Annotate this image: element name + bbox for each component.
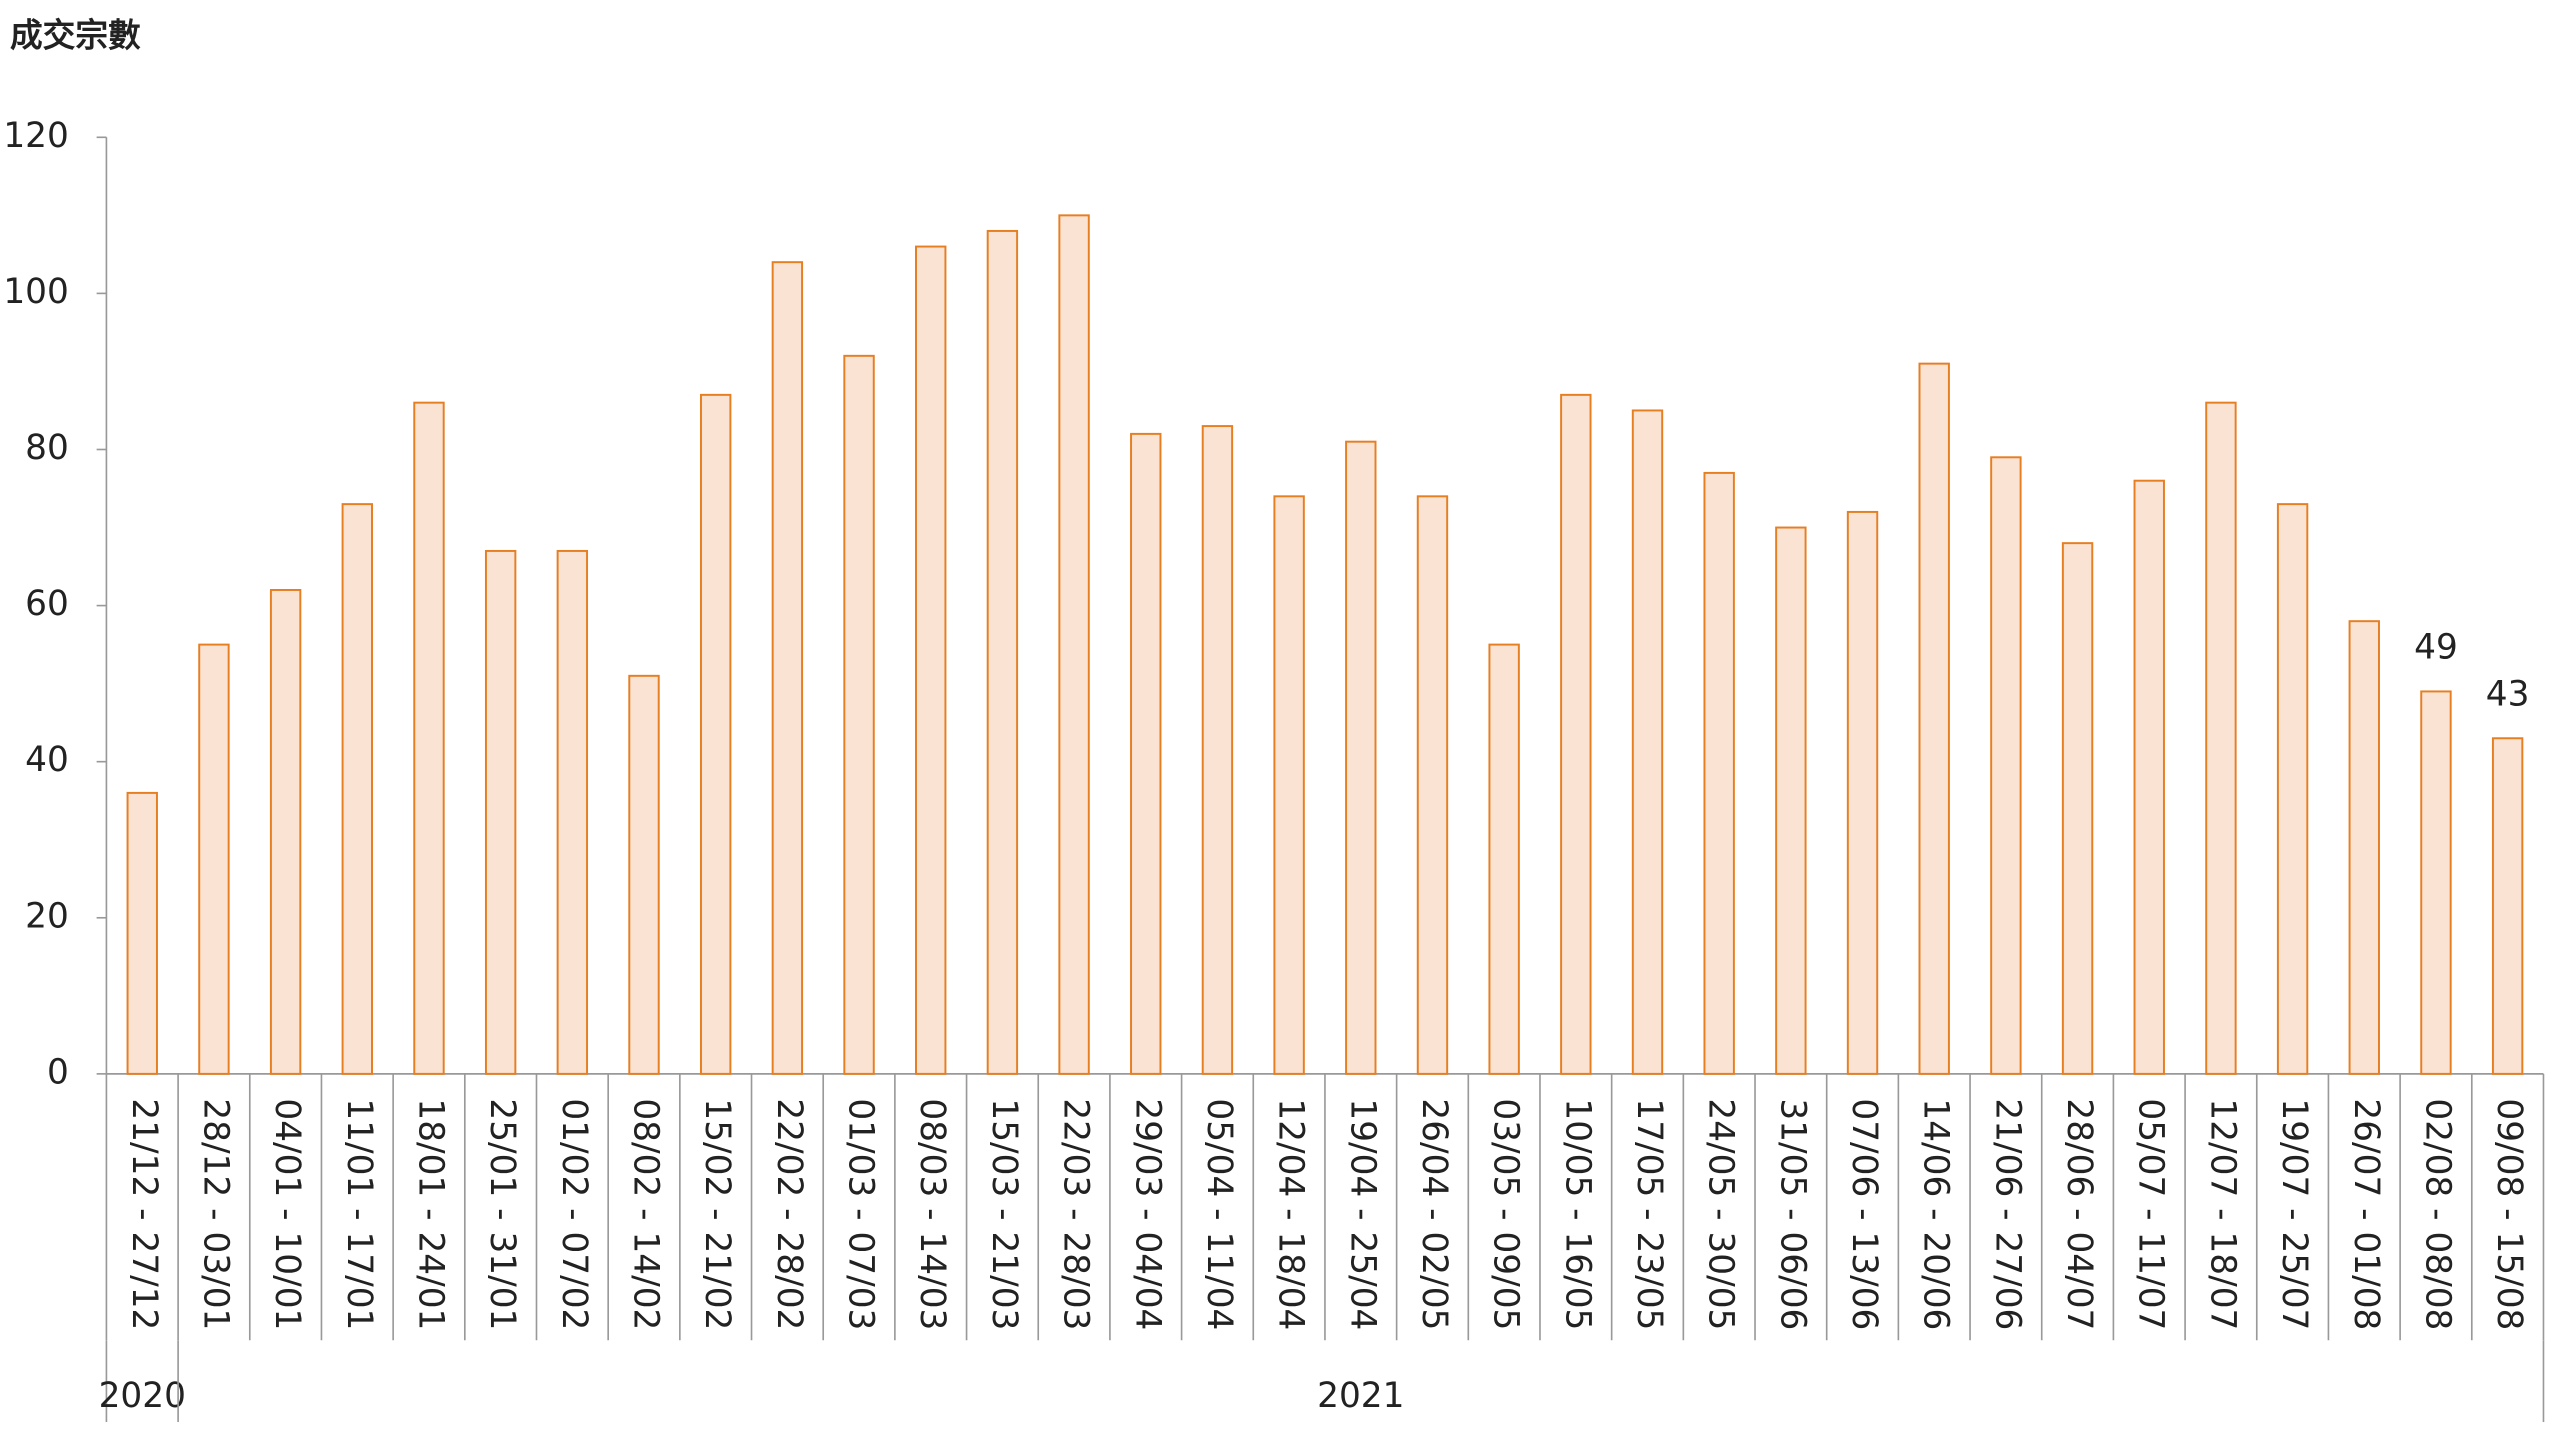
x-tick-label: 08/02 - 14/02 bbox=[626, 1098, 666, 1330]
bar bbox=[843, 354, 875, 1075]
y-tick-label: 40 bbox=[25, 740, 69, 780]
x-tick-label: 21/12 - 27/12 bbox=[124, 1098, 164, 1330]
x-tick-label: 05/04 - 11/04 bbox=[1199, 1098, 1239, 1330]
group-label: 2021 bbox=[1317, 1376, 1404, 1416]
x-tick-label: 15/02 - 21/02 bbox=[697, 1098, 737, 1330]
x-tick-label: 12/07 - 18/07 bbox=[2202, 1098, 2242, 1330]
x-tick-label: 29/03 - 04/04 bbox=[1127, 1098, 1167, 1330]
x-tick-label: 26/04 - 02/05 bbox=[1414, 1098, 1454, 1330]
bar bbox=[1130, 432, 1162, 1075]
x-tick-label: 31/05 - 06/06 bbox=[1772, 1098, 1812, 1330]
bar bbox=[2133, 479, 2165, 1075]
x-tick-label: 15/03 - 21/03 bbox=[984, 1098, 1024, 1330]
y-tick-label: 60 bbox=[25, 584, 69, 624]
x-tick-label: 14/06 - 20/06 bbox=[1916, 1098, 1956, 1330]
y-tick-label: 20 bbox=[25, 896, 69, 936]
x-tick-label: 10/05 - 16/05 bbox=[1557, 1098, 1597, 1330]
x-tick-label: 01/03 - 07/03 bbox=[841, 1098, 881, 1330]
bar bbox=[915, 245, 947, 1075]
x-tick-label: 24/05 - 30/05 bbox=[1701, 1098, 1741, 1330]
bar bbox=[126, 791, 158, 1075]
x-tick-label: 21/06 - 27/06 bbox=[1987, 1098, 2027, 1330]
x-tick-label: 07/06 - 13/06 bbox=[1844, 1098, 1884, 1330]
x-tick-label: 19/07 - 25/07 bbox=[2274, 1098, 2314, 1330]
x-tick-label: 01/02 - 07/02 bbox=[554, 1098, 594, 1330]
bar bbox=[628, 674, 660, 1075]
group-label: 2020 bbox=[99, 1376, 186, 1416]
bar bbox=[341, 503, 373, 1075]
x-tick-label: 17/05 - 23/05 bbox=[1629, 1098, 1669, 1330]
y-tick-label: 100 bbox=[3, 272, 69, 312]
bar bbox=[269, 588, 302, 1075]
bar bbox=[1201, 425, 1234, 1075]
bar bbox=[2061, 542, 2094, 1075]
x-tick-label: 25/01 - 31/01 bbox=[482, 1098, 522, 1330]
bar bbox=[2348, 620, 2380, 1075]
y-tick-label: 120 bbox=[3, 116, 69, 156]
bar bbox=[1918, 362, 1950, 1075]
bar bbox=[413, 401, 445, 1075]
x-tick-label: 26/07 - 01/08 bbox=[2346, 1098, 2386, 1330]
x-tick-label: 08/03 - 14/03 bbox=[912, 1098, 952, 1330]
x-tick-label: 03/05 - 09/05 bbox=[1486, 1098, 1526, 1330]
bar bbox=[1560, 393, 1592, 1075]
bar bbox=[699, 393, 732, 1075]
bar bbox=[1058, 214, 1090, 1075]
x-tick-label: 18/01 - 24/01 bbox=[410, 1098, 450, 1330]
bar bbox=[198, 643, 230, 1075]
x-tick-label: 11/01 - 17/01 bbox=[339, 1098, 379, 1330]
bar bbox=[1488, 643, 1520, 1075]
bar bbox=[986, 229, 1019, 1075]
bar bbox=[484, 549, 517, 1075]
bar bbox=[1990, 456, 2022, 1075]
x-tick-label: 19/04 - 25/04 bbox=[1342, 1098, 1382, 1330]
bar bbox=[1273, 495, 1305, 1075]
bar bbox=[2491, 737, 2524, 1075]
chart-title: 成交宗數 bbox=[10, 17, 141, 55]
x-tick-label: 22/03 - 28/03 bbox=[1056, 1098, 1096, 1330]
bar bbox=[1345, 440, 1377, 1075]
x-tick-label: 22/02 - 28/02 bbox=[769, 1098, 809, 1330]
x-tick-label: 12/04 - 18/04 bbox=[1271, 1098, 1311, 1330]
x-tick-label: 04/01 - 10/01 bbox=[267, 1098, 307, 1330]
bar bbox=[2276, 503, 2309, 1075]
y-tick-label: 80 bbox=[25, 428, 69, 468]
x-tick-label: 02/08 - 08/08 bbox=[2417, 1098, 2457, 1330]
bar bbox=[1416, 495, 1449, 1075]
data-label: 43 bbox=[2486, 674, 2530, 714]
bar bbox=[2205, 401, 2237, 1075]
y-tick-label: 0 bbox=[47, 1052, 69, 1092]
bar bbox=[1703, 471, 1735, 1075]
bar bbox=[2420, 690, 2452, 1075]
x-tick-label: 28/12 - 03/01 bbox=[195, 1098, 235, 1330]
bar bbox=[1846, 510, 1879, 1075]
bar bbox=[556, 549, 589, 1075]
x-tick-label: 09/08 - 15/08 bbox=[2489, 1098, 2529, 1330]
bar bbox=[771, 261, 804, 1075]
x-tick-label: 05/07 - 11/07 bbox=[2131, 1098, 2171, 1330]
bar bbox=[1631, 409, 1664, 1075]
x-tick-label: 28/06 - 04/07 bbox=[2059, 1098, 2099, 1330]
bar bbox=[1775, 526, 1807, 1075]
data-label: 49 bbox=[2414, 627, 2458, 667]
